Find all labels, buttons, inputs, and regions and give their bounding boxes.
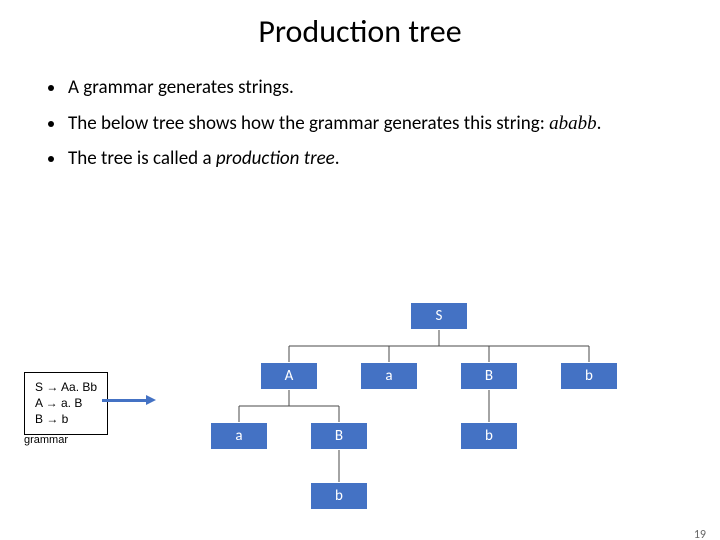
bullet-3: The tree is called a production tree. (66, 146, 720, 172)
bullet-3-term: production tree (216, 147, 335, 170)
grammar-rule-3: B → b (35, 411, 97, 427)
tree-node-b1: b (560, 362, 618, 390)
grammar-label: grammar (24, 434, 68, 446)
tree-node-b3: b (310, 482, 368, 510)
tree-node-Bt: B (460, 362, 518, 390)
grammar-rule-1: S → Aa. Bb (35, 379, 97, 395)
bullet-3-pre: The tree is called a (68, 147, 216, 170)
page-number: 19 (694, 528, 706, 540)
tree-node-S: S (410, 302, 468, 330)
slide-title: Production tree (0, 12, 720, 51)
bullet-list: A grammar generates strings. The below t… (48, 75, 720, 172)
arrow-line (102, 399, 146, 402)
tree-node-b2: b (460, 422, 518, 450)
bullet-2: The below tree shows how the grammar gen… (66, 111, 720, 137)
bullet-2-post: . (597, 112, 602, 135)
grammar-rule-2: A → a. B (35, 395, 97, 411)
bullet-2-string: ababb (549, 113, 597, 134)
bullet-1: A grammar generates strings. (66, 75, 720, 101)
tree-node-a1: a (360, 362, 418, 390)
production-tree: S Aa Bb a Bb b (150, 302, 690, 540)
arrow-icon (102, 390, 156, 409)
tree-node-B2: B (310, 422, 368, 450)
tree-node-a2: a (210, 422, 268, 450)
bullet-2-pre: The below tree shows how the grammar gen… (68, 112, 549, 135)
bullet-3-post: . (335, 147, 340, 170)
tree-edges (150, 302, 690, 540)
grammar-box: S → Aa. Bb A → a. B B → b (24, 372, 108, 435)
tree-node-A: A (260, 362, 318, 390)
